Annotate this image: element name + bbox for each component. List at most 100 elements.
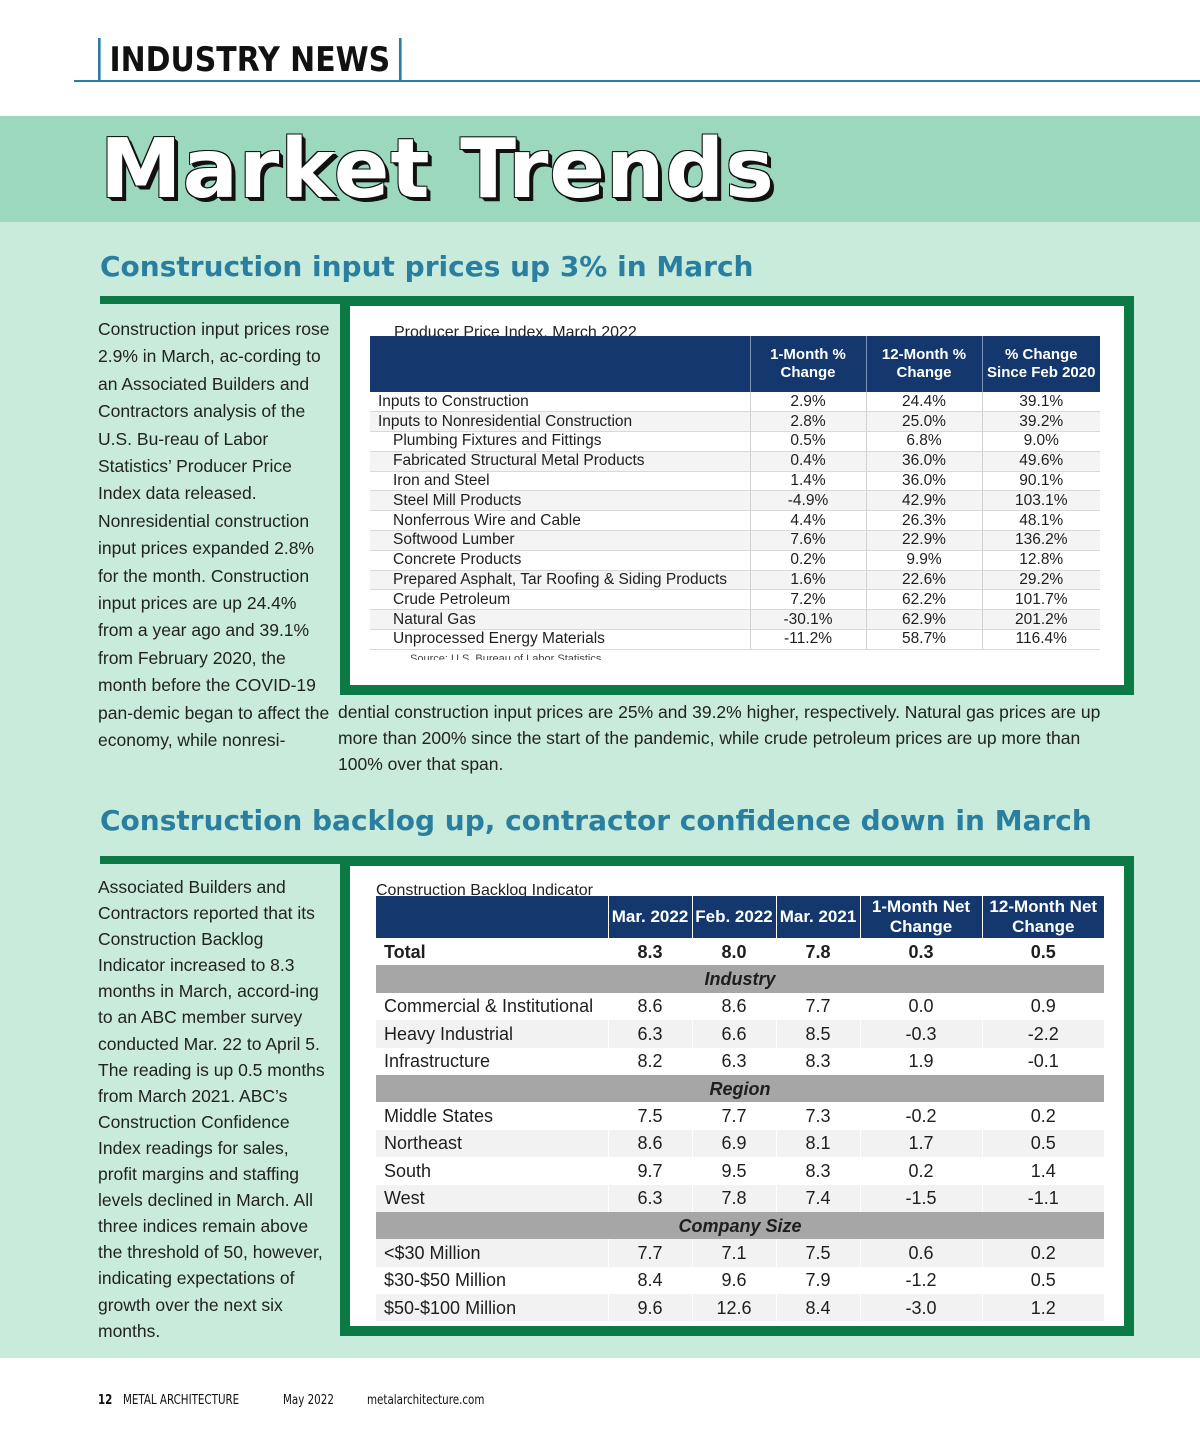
section-label: INDUSTRY NEWS	[98, 38, 402, 82]
backlog-table: Mar. 2022 Feb. 2022 Mar. 2021 1-Month Ne…	[376, 896, 1104, 1322]
backlog-table-row: <$30 Million 7.7 7.1 7.5 0.6 0.2	[376, 1239, 1104, 1267]
backlog-row-label: Middle States	[376, 1102, 608, 1130]
backlog-row-label: Heavy Industrial	[376, 1020, 608, 1048]
backlog-group-header: Company Size	[376, 1211, 1104, 1240]
backlog-row-value: 7.1	[691, 1239, 776, 1267]
ppi-table-source: Source: U.S. Bureau of Labor Statistics	[410, 653, 602, 660]
backlog-row-value: -3.0	[859, 1294, 982, 1322]
ppi-row-value: 39.2%	[981, 411, 1100, 433]
ppi-table-row: Nonferrous Wire and Cable 4.4% 26.3% 48.1%	[370, 510, 1100, 532]
backlog-group-header: Region	[376, 1074, 1104, 1103]
ppi-row-value: 42.9%	[865, 490, 982, 512]
backlog-row-value: 0.6	[859, 1239, 982, 1267]
backlog-header-cell: Feb. 2022	[691, 896, 776, 938]
page-number: 12	[98, 1392, 113, 1408]
backlog-row-value: 0.0	[859, 992, 982, 1021]
ppi-row-label: Nonferrous Wire and Cable	[370, 510, 750, 532]
article-1-column-text: Construction input prices rose 2.9% in M…	[98, 319, 330, 751]
backlog-table-row: Heavy Industrial 6.3 6.6 8.5 -0.3 -2.2	[376, 1020, 1104, 1048]
ppi-table-row: Inputs to Construction 2.9% 24.4% 39.1%	[370, 392, 1100, 413]
ppi-table-row: Fabricated Structural Metal Products 0.4%…	[370, 451, 1100, 472]
ppi-table-row: Prepared Asphalt, Tar Roofing & Siding P…	[370, 570, 1100, 591]
ppi-row-value: 2.9%	[749, 392, 866, 413]
ppi-row-value: 9.0%	[981, 431, 1100, 452]
backlog-header-cell: 1-Month Net Change	[859, 896, 982, 938]
ppi-table-row: Steel Mill Products -4.9% 42.9% 103.1%	[370, 490, 1100, 512]
backlog-row-value: 0.2	[981, 1239, 1104, 1267]
issue-date: May 2022	[283, 1392, 335, 1408]
ppi-row-value: 1.6%	[749, 570, 866, 591]
ppi-row-value: 58.7%	[865, 629, 982, 650]
ppi-table-header-row: 1-Month % Change 12-Month % Change % Cha…	[370, 336, 1100, 392]
backlog-row-value: 8.3	[775, 1047, 860, 1075]
backlog-header-cell	[376, 896, 608, 938]
backlog-row-value: -2.2	[981, 1020, 1104, 1048]
backlog-row-label: Total	[376, 938, 608, 966]
ppi-row-value: 62.9%	[865, 609, 982, 631]
backlog-row-value: -0.3	[859, 1020, 982, 1048]
ppi-row-value: -30.1%	[749, 609, 866, 631]
backlog-table-frame: Construction Backlog Indicator Mar. 2022…	[340, 856, 1134, 1336]
backlog-row-value: 8.4	[607, 1266, 692, 1295]
ppi-row-value: 2.8%	[749, 411, 866, 433]
backlog-group-header: Industry	[376, 965, 1104, 993]
ppi-header-cell: 1-Month % Change	[749, 336, 866, 392]
backlog-table-row: South 9.7 9.5 8.3 0.2 1.4	[376, 1157, 1104, 1185]
ppi-row-label: Concrete Products	[370, 550, 750, 571]
backlog-row-value: -1.1	[981, 1184, 1104, 1212]
backlog-row-value: -0.2	[859, 1102, 982, 1130]
ppi-row-value: 4.4%	[749, 510, 866, 532]
backlog-table-row: $50-$100 Million 9.6 12.6 8.4 -3.0 1.2	[376, 1294, 1104, 1322]
backlog-header-cell: Mar. 2021	[775, 896, 860, 938]
backlog-table-row: Middle States 7.5 7.7 7.3 -0.2 0.2	[376, 1102, 1104, 1130]
backlog-row-value: 6.3	[607, 1020, 692, 1048]
backlog-row-value: 6.3	[607, 1184, 692, 1212]
backlog-row-value: 12.6	[691, 1294, 776, 1322]
backlog-row-value: 7.8	[775, 938, 860, 966]
backlog-row-value: 0.5	[981, 938, 1104, 966]
ppi-row-value: 116.4%	[981, 629, 1100, 650]
backlog-row-value: 0.2	[981, 1102, 1104, 1130]
backlog-row-value: 8.3	[775, 1157, 860, 1185]
ppi-header-cell	[370, 336, 750, 392]
backlog-row-value: 0.3	[859, 938, 982, 966]
backlog-row-value: 0.9	[981, 992, 1104, 1021]
ppi-row-label: Inputs to Construction	[370, 392, 750, 413]
backlog-group-label: Company Size	[376, 1211, 1104, 1240]
ppi-row-value: 62.2%	[865, 589, 982, 611]
ppi-row-label: Inputs to Nonresidential Construction	[370, 411, 750, 433]
ppi-row-value: 29.2%	[981, 570, 1100, 591]
backlog-table-row: West 6.3 7.8 7.4 -1.5 -1.1	[376, 1184, 1104, 1212]
backlog-row-value: 6.6	[691, 1020, 776, 1048]
ppi-table-row: Concrete Products 0.2% 9.9% 12.8%	[370, 550, 1100, 571]
ppi-row-label: Softwood Lumber	[370, 530, 750, 551]
ppi-table-row: Crude Petroleum 7.2% 62.2% 101.7%	[370, 589, 1100, 611]
backlog-row-value: 9.6	[607, 1294, 692, 1322]
ppi-row-label: Plumbing Fixtures and Fittings	[370, 431, 750, 452]
backlog-row-label: <$30 Million	[376, 1239, 608, 1267]
ppi-row-label: Iron and Steel	[370, 471, 750, 492]
article-1-headline: Construction input prices up 3% in March	[100, 250, 754, 283]
ppi-row-label: Crude Petroleum	[370, 589, 750, 611]
backlog-row-value: 8.6	[607, 992, 692, 1021]
ppi-row-value: 39.1%	[981, 392, 1100, 413]
ppi-table-body: Inputs to Construction 2.9% 24.4% 39.1% Inpu…	[370, 392, 1100, 650]
backlog-table-caption: Construction Backlog Indicator	[376, 882, 593, 899]
backlog-row-label: West	[376, 1184, 608, 1212]
ppi-row-label: Prepared Asphalt, Tar Roofing & Siding P…	[370, 570, 750, 591]
backlog-row-value: 7.3	[775, 1102, 860, 1130]
backlog-row-value: 8.3	[607, 938, 692, 966]
ppi-row-value: 36.0%	[865, 471, 982, 492]
backlog-row-value: 7.5	[607, 1102, 692, 1130]
backlog-row-value: 1.7	[859, 1129, 982, 1158]
backlog-row-value: 8.0	[691, 938, 776, 966]
backlog-group-label: Region	[376, 1074, 1104, 1103]
backlog-row-value: 7.7	[607, 1239, 692, 1267]
backlog-table-row: Northeast 8.6 6.9 8.1 1.7 0.5	[376, 1129, 1104, 1158]
backlog-row-value: 6.3	[691, 1047, 776, 1075]
ppi-row-value: 0.4%	[749, 451, 866, 472]
ppi-row-value: 103.1%	[981, 490, 1100, 512]
ppi-table-row: Inputs to Nonresidential Construction 2.8…	[370, 411, 1100, 433]
backlog-row-value: 7.7	[775, 992, 860, 1021]
website-link[interactable]: metalarchitecture.com	[367, 1392, 485, 1408]
